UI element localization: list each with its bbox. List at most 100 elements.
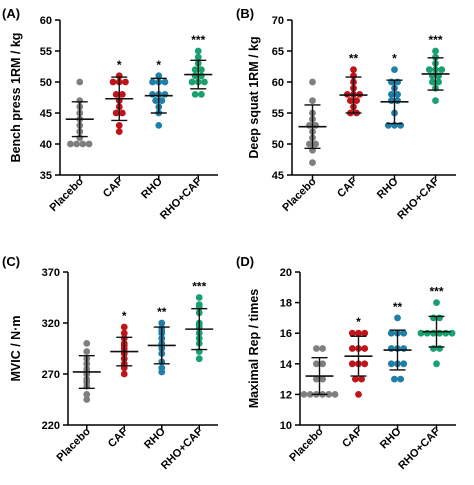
data-point: [191, 91, 199, 98]
data-point: [394, 91, 401, 98]
data-point: [387, 345, 395, 352]
category-label: Placebo: [280, 175, 319, 214]
data-point: [313, 360, 320, 368]
panel-label: (A): [2, 6, 20, 21]
significance-marker: *: [122, 309, 127, 323]
category-label: Placebo: [55, 425, 94, 464]
data-point: [76, 78, 84, 86]
data-point: [348, 329, 356, 337]
data-point: [306, 391, 314, 398]
y-axis-title: Deep squat 1RM / kg: [247, 36, 261, 158]
data-point: [448, 329, 456, 337]
data-point: [436, 314, 443, 322]
data-point: [67, 140, 74, 148]
y-tick-label: 14: [280, 359, 293, 371]
data-point: [118, 91, 126, 98]
y-tick-label: 45: [272, 170, 284, 182]
data-point: [433, 360, 440, 368]
y-tick-label: 60: [272, 77, 284, 89]
data-point: [400, 329, 408, 337]
data-point: [442, 329, 450, 337]
data-point: [394, 314, 401, 322]
data-point: [391, 66, 398, 73]
significance-marker: **: [349, 52, 359, 66]
data-point: [161, 91, 169, 98]
y-tick-label: 320: [42, 318, 60, 330]
data-point: [429, 78, 436, 86]
data-point: [309, 78, 316, 86]
panel-3: (D) Maximal Rep / times 10 12 14 16 18 20 Placeb…: [236, 254, 456, 472]
category-label: RHO+CAF: [158, 175, 204, 221]
data-point: [438, 66, 446, 73]
data-point: [306, 122, 313, 129]
category-label: CAF: [106, 425, 131, 450]
data-point: [353, 97, 360, 104]
data-point: [432, 47, 439, 55]
significance-marker: ***: [192, 280, 206, 294]
y-tick-label: 12: [280, 389, 292, 401]
data-point: [361, 345, 369, 352]
data-point: [195, 301, 203, 309]
data-point: [73, 140, 81, 148]
data-point: [347, 97, 354, 104]
y-tick-label: 55: [272, 108, 284, 120]
data-point: [197, 91, 205, 98]
data-point: [313, 375, 320, 383]
data-point: [191, 66, 199, 73]
data-point: [201, 78, 208, 86]
data-point: [83, 340, 91, 347]
y-tick-label: 18: [280, 298, 292, 310]
data-point: [325, 391, 333, 398]
data-point: [195, 294, 203, 301]
data-point: [435, 78, 442, 86]
significance-marker: *: [356, 315, 361, 329]
data-point: [312, 140, 319, 148]
data-point: [350, 66, 357, 73]
data-point: [387, 360, 395, 368]
data-point: [149, 91, 156, 98]
data-point: [358, 375, 365, 383]
category-label: RHO+CAF: [396, 425, 442, 471]
data-point: [83, 396, 91, 403]
significance-marker: *: [117, 58, 122, 72]
category-label: Placebo: [48, 175, 87, 214]
y-axis-title: Maximal Rep / times: [247, 289, 261, 409]
data-point: [149, 78, 156, 86]
data-point: [120, 370, 128, 378]
data-point: [436, 345, 443, 352]
data-point: [194, 47, 202, 55]
data-point: [394, 97, 401, 104]
data-point: [352, 375, 359, 383]
data-point: [432, 97, 439, 104]
category-label: Placebo: [287, 425, 326, 464]
category-label: CAF: [101, 175, 126, 200]
data-point: [120, 323, 128, 331]
data-point: [155, 122, 163, 129]
data-point: [388, 97, 395, 104]
data-point: [319, 360, 326, 368]
y-tick-label: 45: [40, 108, 52, 120]
category-label: RHO: [142, 425, 168, 451]
data-point: [400, 360, 408, 368]
significance-marker: **: [157, 305, 167, 319]
data-point: [391, 375, 398, 383]
y-axis-title: Bench press 1RM / kg: [9, 33, 23, 163]
y-tick-label: 70: [272, 15, 284, 27]
data-point: [158, 319, 166, 327]
data-point: [194, 53, 202, 61]
data-point: [361, 360, 369, 368]
category-label: CAF: [340, 425, 365, 450]
data-point: [120, 329, 128, 337]
y-tick-label: 16: [280, 328, 292, 340]
data-point: [152, 97, 160, 104]
significance-marker: **: [393, 300, 403, 314]
data-point: [306, 140, 313, 148]
data-point: [423, 329, 431, 337]
category-label: RHO: [375, 175, 401, 201]
data-point: [388, 91, 395, 98]
y-tick-label: 35: [40, 170, 52, 182]
data-point: [387, 329, 395, 337]
data-point: [361, 329, 369, 337]
significance-marker: *: [392, 52, 397, 66]
